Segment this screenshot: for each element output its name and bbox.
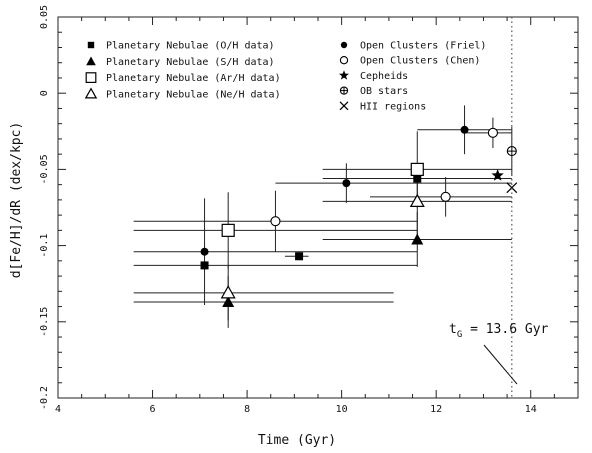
legend-label: Cepheids bbox=[360, 71, 408, 82]
tg-value: = 13.6 Gyr bbox=[462, 322, 548, 337]
legend-marker bbox=[340, 87, 347, 94]
circle-open-point bbox=[271, 217, 280, 226]
x-tick-label: 14 bbox=[525, 404, 537, 415]
square-filled-point bbox=[295, 252, 303, 260]
circle-open-point bbox=[441, 192, 450, 201]
circle-filled-point bbox=[342, 179, 350, 187]
square-open-point bbox=[411, 163, 423, 175]
y-tick-label: 0.05 bbox=[39, 5, 50, 29]
y-tick-label: -0.2 bbox=[39, 386, 50, 410]
legend-marker bbox=[86, 73, 96, 83]
y-tick-label: -0.05 bbox=[39, 154, 50, 184]
y-tick-label: -0.15 bbox=[39, 307, 50, 337]
y-tick-label: -0.1 bbox=[39, 234, 50, 258]
y-tick-label: 0 bbox=[39, 90, 50, 96]
x-tick-label: 12 bbox=[430, 404, 442, 415]
x-tick-label: 8 bbox=[244, 404, 250, 415]
legend-label: Planetary Nebulae (O/H data) bbox=[106, 41, 275, 52]
tg-symbol: t bbox=[449, 322, 457, 337]
x-tick-label: 6 bbox=[150, 404, 156, 415]
circle-filled-point bbox=[461, 126, 469, 134]
x-tick-label: 4 bbox=[55, 404, 61, 415]
legend-label: Planetary Nebulae (Ne/H data) bbox=[106, 89, 281, 100]
legend-marker bbox=[340, 57, 347, 64]
legend-marker bbox=[341, 42, 347, 48]
square-open-point bbox=[222, 224, 234, 236]
circle-open-point bbox=[488, 128, 497, 137]
x-tick-label: 10 bbox=[336, 404, 348, 415]
x-axis-label: Time (Gyr) bbox=[258, 433, 336, 448]
circle-filled-point bbox=[201, 248, 209, 256]
y-axis-label: d[Fe/H]/dR (dex/kpc) bbox=[9, 122, 24, 279]
legend-label: Open Clusters (Friel) bbox=[360, 41, 486, 52]
legend-label: OB stars bbox=[360, 86, 408, 97]
legend-label: HII regions bbox=[360, 101, 426, 112]
legend-label: Planetary Nebulae (S/H data) bbox=[106, 57, 275, 68]
square-filled-point bbox=[201, 261, 209, 269]
legend-label: Planetary Nebulae (Ar/H data) bbox=[106, 73, 281, 84]
legend-marker bbox=[88, 42, 94, 48]
legend-label: Open Clusters (Chen) bbox=[360, 56, 480, 67]
